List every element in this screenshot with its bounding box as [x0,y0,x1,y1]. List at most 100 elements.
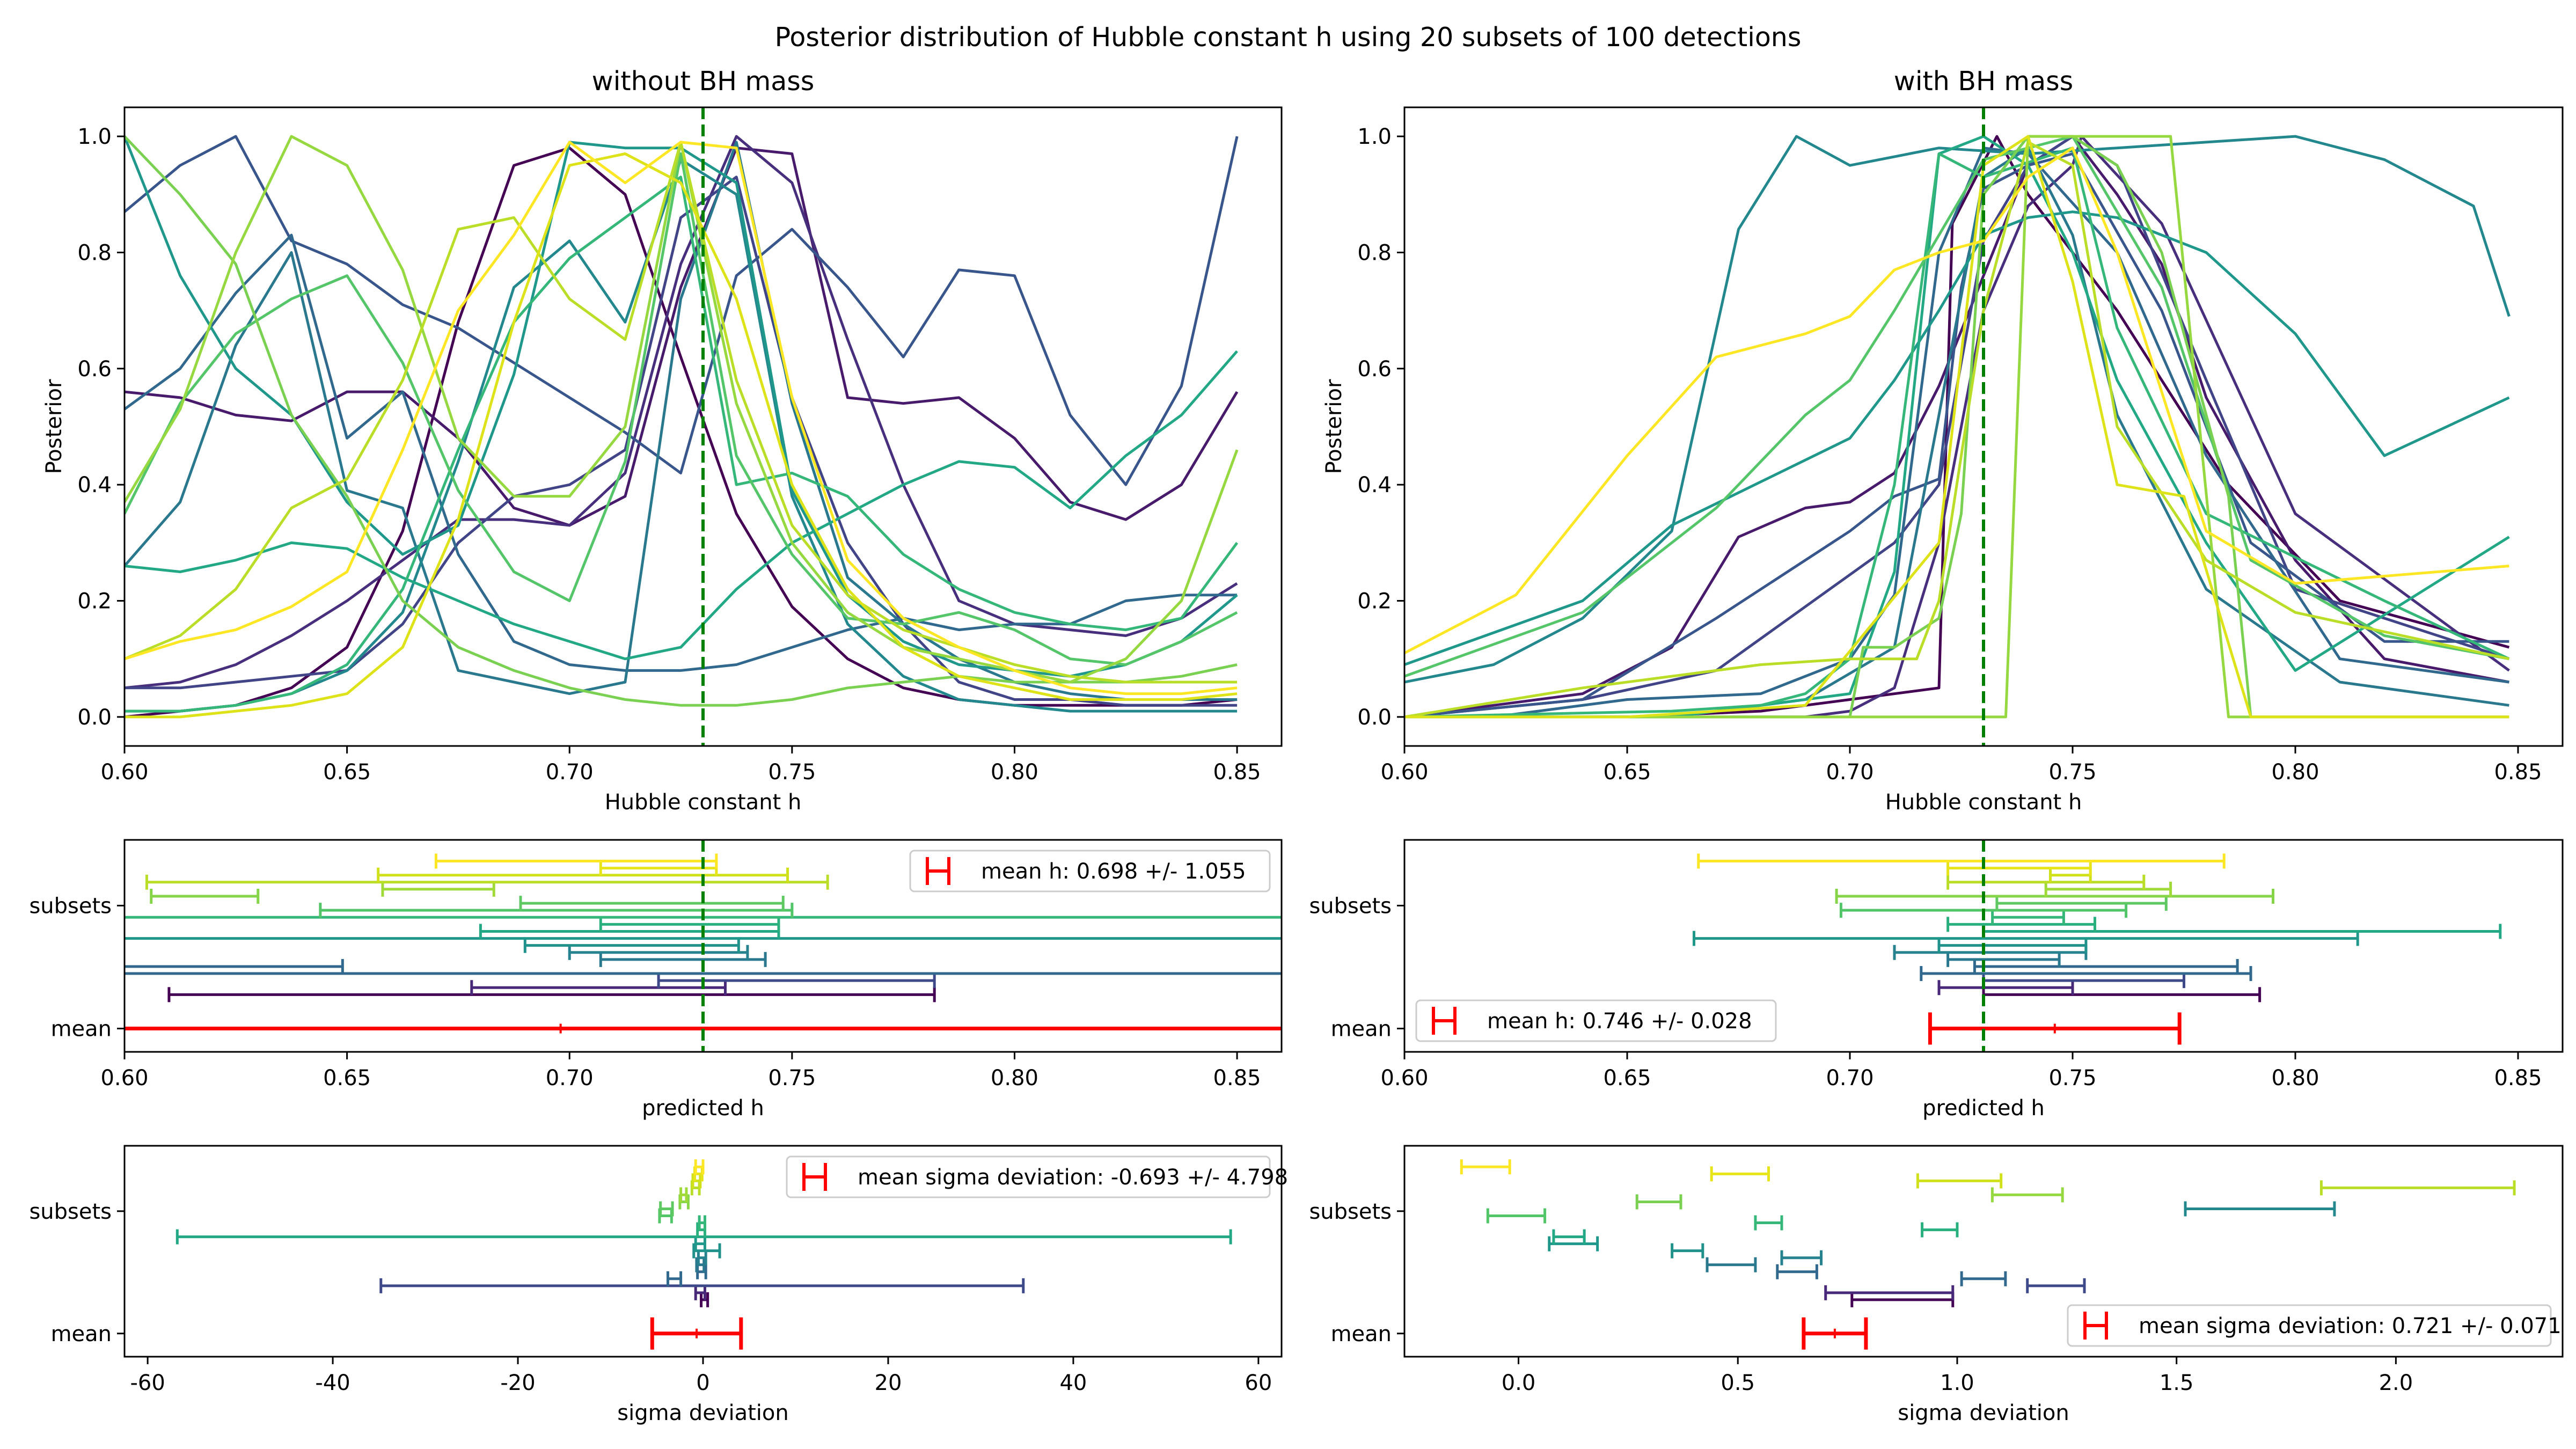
figure-title: Posterior distribution of Hubble constan… [775,22,1802,53]
posterior-series-line [1404,210,2510,666]
x-tick-label: 0.60 [1380,1066,1428,1091]
legend-box [909,850,1271,892]
x-tick-label: 0.5 [1721,1371,1755,1395]
y-axis-label: Posterior [42,379,67,474]
x-tick-label: -60 [130,1371,165,1395]
sigma-deviation-right-panel: 0.0 0.5 1.0 1.5 2.0 sigma deviation mean subset… [1309,1145,2564,1425]
plot-area [175,1159,1232,1350]
y-tick-label: 0.0 [77,705,112,730]
left-posterior-title: without BH mass [592,66,815,97]
x-tick-label: 0.0 [1502,1371,1536,1395]
x-tick-label: 0.80 [991,1066,1038,1091]
x-tick-label: 0.80 [2271,1066,2319,1091]
posterior-series-line [125,233,1238,672]
x-axis-label: Hubble constant h [1885,790,2082,815]
plot-area [1404,107,2511,746]
axes-frame [1403,839,2564,1053]
posterior-series-line [1404,135,2509,678]
posterior-series-line [125,152,1238,719]
x-tick-label: 2.0 [2379,1371,2413,1395]
y-tick-label: mean [1331,1322,1392,1346]
x-tick-label: 0.75 [768,760,816,785]
predicted-h-left-panel: 0.60 0.65 0.70 0.75 0.80 0.85 predicted h mean s… [29,839,1283,1121]
x-tick-label: 0.85 [1213,1066,1261,1091]
y-tick-label: 0.8 [77,240,112,265]
y-tick-label: subsets [1309,1199,1392,1224]
x-tick-label: 0.75 [768,1066,816,1091]
x-tick-label: 0.75 [2048,760,2096,785]
posterior-series-line [1404,147,2509,655]
y-tick-label: 0.8 [1357,240,1392,265]
y-axis-label: Posterior [1322,379,1346,474]
posterior-series-line [125,350,1238,661]
posterior-series-line [125,147,1239,527]
legend-box [1415,999,1777,1042]
posterior-series-line [125,152,1238,666]
x-tick-label: 0.60 [100,1066,148,1091]
posterior-series-line [1404,135,2510,719]
legend: mean sigma deviation: -0.693 +/- 4.798 [786,1155,1288,1198]
posterior-series-line [125,141,1238,696]
y-tick-label: 0.2 [1357,589,1392,614]
x-tick-label: 0.65 [1603,760,1651,785]
y-tick-label: mean [51,1322,112,1346]
x-tick-label: 0.65 [1603,1066,1651,1091]
posterior-series-line [125,175,1239,713]
x-axis-label: predicted h [642,1096,764,1121]
x-tick-label: 0.60 [1380,760,1428,785]
posterior-series-line [1404,147,2509,719]
x-tick-label: 0.70 [1826,1066,1874,1091]
y-tick-label: 1.0 [1357,125,1392,149]
y-tick-label: 0.4 [1357,473,1392,497]
y-tick-label: 0.0 [1357,705,1392,730]
legend-label: mean h: 0.746 +/- 0.028 [1487,1009,1752,1034]
x-tick-label: 0.85 [2494,1066,2542,1091]
x-tick-label: 0 [696,1371,709,1395]
y-tick-label: 0.4 [77,473,112,497]
x-axis-label: predicted h [1922,1096,2045,1121]
posterior-series-line [1404,135,2510,719]
x-tick-label: 0.85 [1213,760,1261,785]
legend-label: mean sigma deviation: 0.721 +/- 0.071 [2139,1314,2562,1338]
posterior-left-panel: 0.60 0.65 0.70 0.75 0.80 0.85 Hubble constant … [42,106,1283,815]
x-tick-label: 0.60 [100,760,148,785]
posterior-series-line [1404,147,2509,719]
plot-area [1460,1159,2516,1350]
axes-frame [123,1145,1283,1358]
axes-frame [1403,1145,2564,1358]
x-tick-label: 0.70 [1826,760,1874,785]
y-tick-label: subsets [1309,894,1392,918]
posterior-series-line [125,147,1238,719]
x-tick-label: 0.80 [2271,760,2319,785]
y-tick-label: 0.6 [1357,357,1392,382]
posterior-series-line [125,135,1238,690]
posterior-series-line [1404,147,2510,719]
posterior-series-line [125,175,1238,707]
x-tick-label: 40 [1059,1371,1087,1395]
y-tick-label: 0.2 [77,589,112,614]
legend-box [786,1155,1271,1198]
posterior-series-line [1404,135,2510,719]
sigma-deviation-left-panel: -60 -40 -20 0 20 40 60 sigma deviation mean subse… [29,1145,1288,1425]
x-tick-label: 0.65 [323,1066,371,1091]
legend-label: mean h: 0.698 +/- 1.055 [981,859,1246,884]
posterior-series-line [1404,152,2509,719]
x-tick-label: 0.80 [991,760,1038,785]
x-tick-label: -40 [315,1371,350,1395]
y-tick-label: 1.0 [77,125,112,149]
legend: mean h: 0.698 +/- 1.055 [909,850,1271,892]
predicted-h-right-panel: 0.60 0.65 0.70 0.75 0.80 0.85 predicted h mean s… [1309,839,2564,1121]
posterior-series-line [1404,135,2509,719]
y-tick-label: subsets [29,894,112,918]
legend-box [2067,1304,2552,1347]
x-tick-label: 1.5 [2160,1371,2194,1395]
x-tick-label: 20 [875,1371,902,1395]
y-tick-label: 0.6 [77,357,112,382]
x-tick-label: 1.0 [1940,1371,1974,1395]
posterior-right-panel: 0.60 0.65 0.70 0.75 0.80 0.85 Hubble constant … [1322,106,2564,815]
x-tick-label: 0.70 [546,1066,594,1091]
plot-area [125,107,1239,746]
x-axis-label: Hubble constant h [605,790,802,815]
posterior-series-line [1404,135,2509,719]
